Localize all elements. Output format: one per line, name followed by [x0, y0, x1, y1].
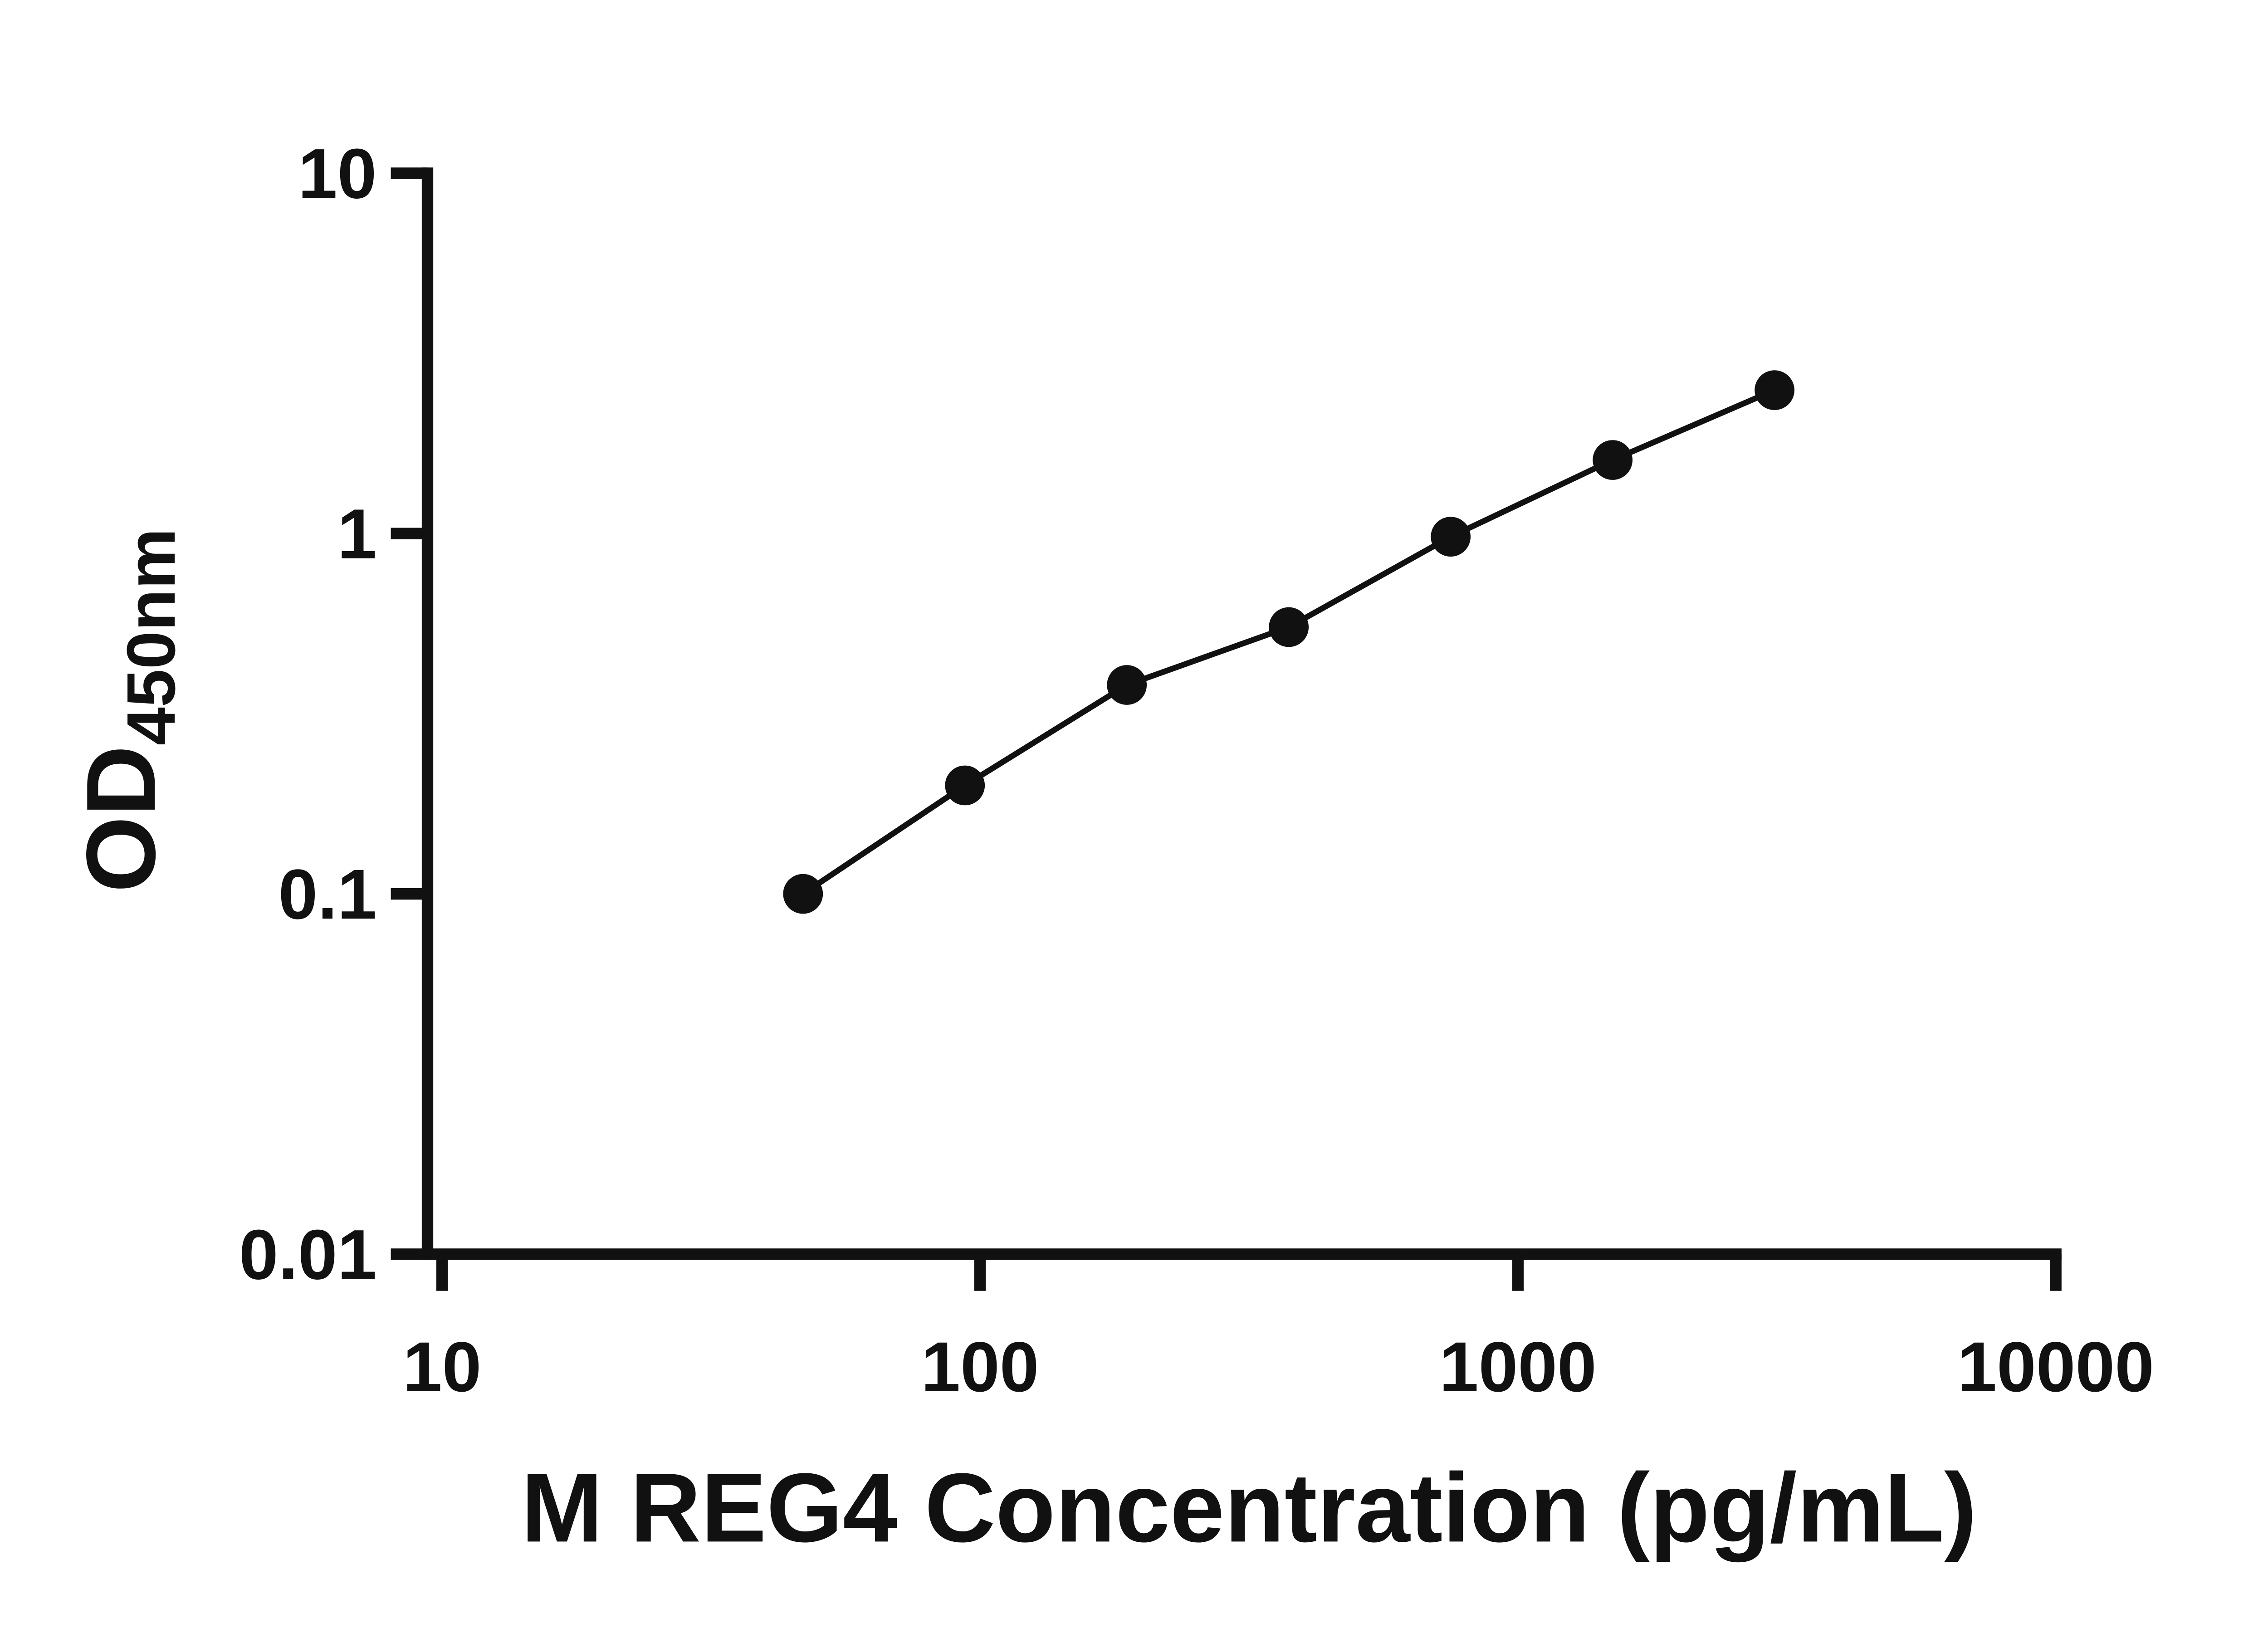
- x-tick-label: 100: [921, 1328, 1039, 1407]
- data-point: [945, 765, 985, 806]
- y-axis-title: OD450nm: [66, 528, 190, 892]
- y-tick-label: 0.1: [279, 855, 377, 934]
- data-point: [1593, 440, 1633, 480]
- data-point: [1431, 517, 1471, 557]
- y-tick-label: 0.01: [239, 1215, 377, 1294]
- y-tick-label: 1: [337, 495, 377, 574]
- data-point: [1755, 370, 1794, 410]
- data-point: [1269, 607, 1309, 647]
- x-axis-title: M REG4 Concentration (pg/mL): [521, 1452, 1977, 1562]
- x-tick-label: 10: [403, 1328, 481, 1407]
- plot-background: [0, 20, 2268, 1613]
- data-point: [1107, 665, 1147, 705]
- x-tick-label: 1000: [1439, 1328, 1597, 1407]
- data-point: [783, 874, 823, 914]
- y-tick-label: 10: [298, 134, 376, 213]
- x-tick-label: 10000: [1957, 1328, 2154, 1407]
